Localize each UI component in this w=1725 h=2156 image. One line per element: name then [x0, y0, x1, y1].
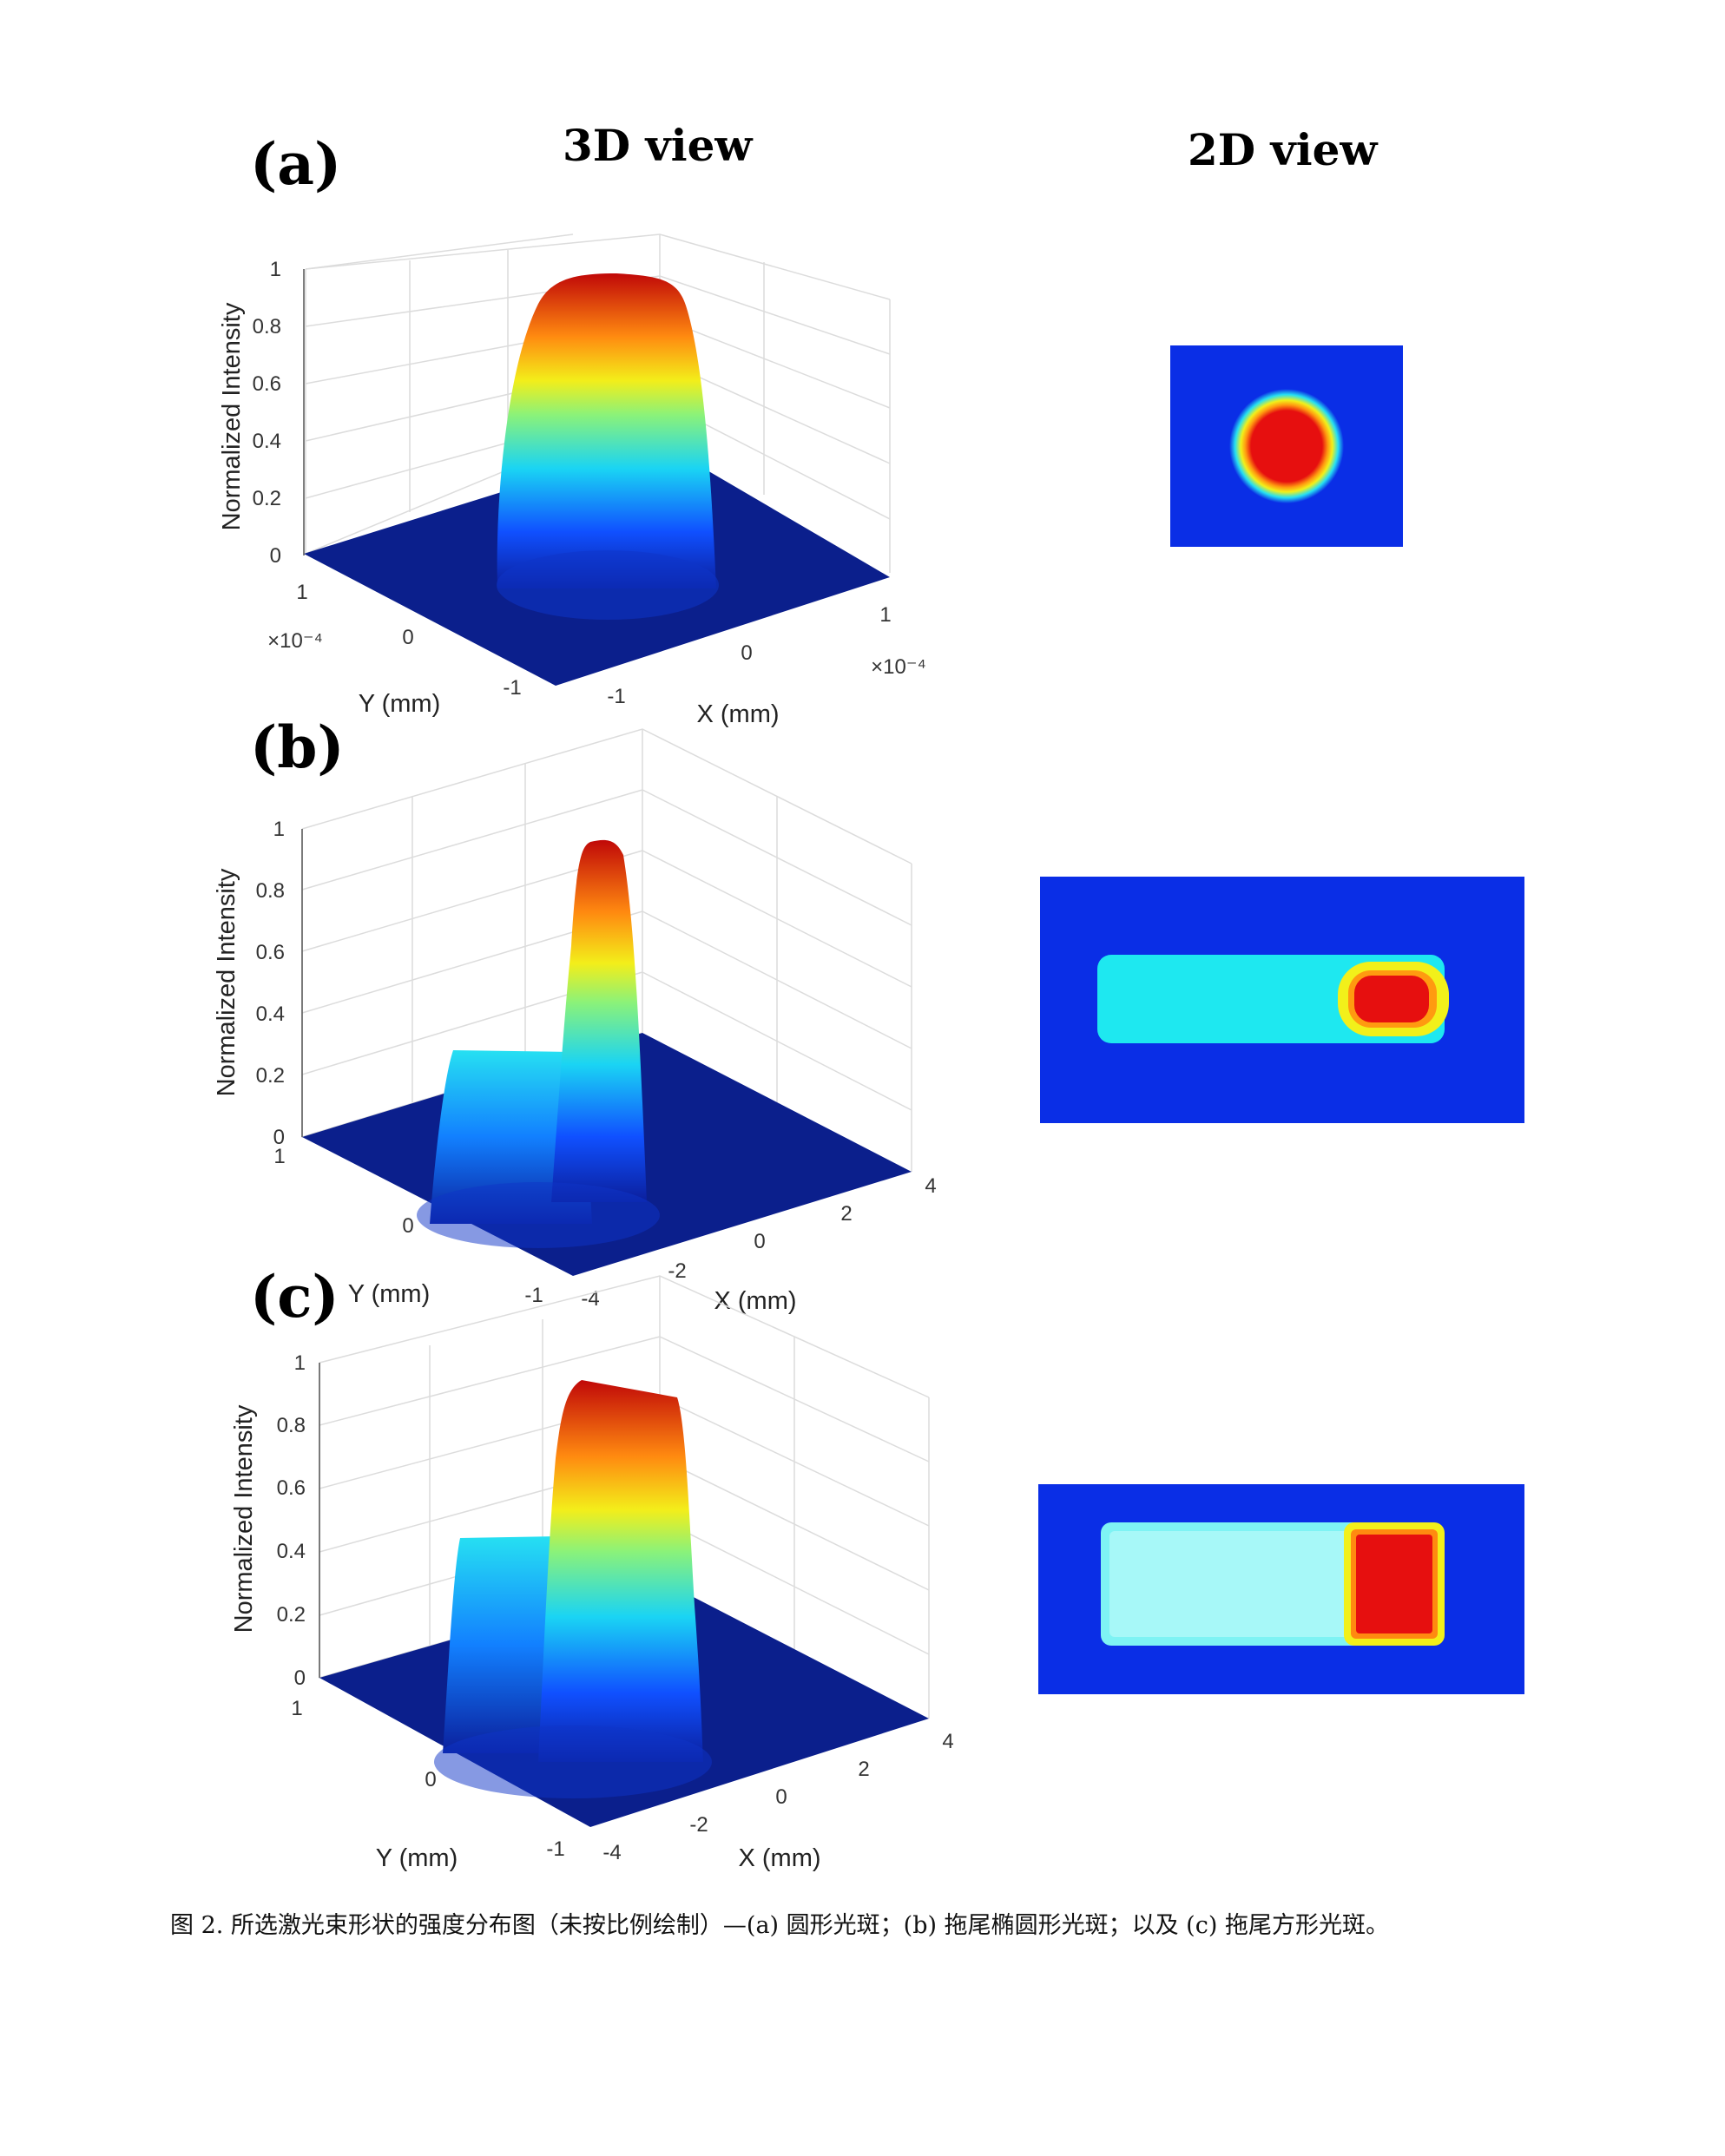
x-tick: 0: [741, 641, 752, 665]
x-tick: 0: [754, 1230, 765, 1253]
y-tick: 1: [273, 1145, 285, 1168]
z-tick: 0.4: [277, 1540, 306, 1563]
panel-label-c: (c): [250, 1263, 339, 1331]
y-exponent: ×10⁻⁴: [267, 629, 323, 653]
y-axis-label: Y (mm): [359, 690, 441, 718]
y-tick: 0: [402, 1214, 413, 1238]
x-tick: 2: [840, 1202, 852, 1226]
x-tick: -1: [607, 685, 625, 708]
z-tick: 0: [294, 1666, 306, 1690]
x-tick: 4: [925, 1174, 936, 1198]
beam-2d-view-a: [1170, 345, 1403, 547]
z-tick: 1: [270, 258, 281, 281]
z-axis-label: Normalized Intensity: [218, 302, 246, 530]
y-axis-label: Y (mm): [376, 1844, 458, 1872]
z-axis-a: 0 0.2 0.4 0.6 0.8 1 Normalized Intensity: [218, 258, 305, 568]
z-tick: 0.4: [256, 1002, 285, 1026]
y-tick: -1: [524, 1284, 543, 1307]
y-tick: 1: [296, 581, 307, 604]
z-tick: 0.4: [253, 430, 281, 453]
surface-plot-c: 0 0.2 0.4 0.6 0.8 1 Normalized Intensity…: [230, 1275, 954, 1872]
z-tick: 0: [273, 1126, 285, 1149]
z-tick: 1: [273, 818, 285, 841]
x-tick: -2: [689, 1813, 708, 1837]
z-tick: 0.8: [277, 1414, 306, 1437]
x-tick: 4: [942, 1730, 953, 1753]
z-axis-c: 0 0.2 0.4 0.6 0.8 1 Normalized Intensity: [230, 1351, 320, 1690]
y-tick: 0: [425, 1768, 436, 1791]
z-tick: 0: [270, 544, 281, 568]
surface-plot-b: 0 0.2 0.4 0.6 0.8 1 Normalized Intensity…: [213, 728, 937, 1315]
z-axis-b: 0 0.2 0.4 0.6 0.8 1 Normalized Intensity: [213, 818, 303, 1149]
y-axis-label: Y (mm): [348, 1280, 431, 1308]
z-tick: 0.2: [277, 1603, 306, 1627]
figure-caption: 图 2. 所选激光束形状的强度分布图（未按比例绘制）—(a) 圆形光斑；(b) …: [170, 1912, 1389, 1939]
y-tick: -1: [546, 1837, 564, 1861]
x-axis-c: -4 -2 0 2 4 X (mm): [602, 1730, 953, 1872]
z-tick: 0.6: [256, 941, 285, 964]
z-tick: 0.2: [256, 1064, 285, 1088]
surface-plot-a: 0 0.2 0.4 0.6 0.8 1 Normalized Intensity…: [218, 233, 926, 728]
x-axis-label: X (mm): [696, 700, 779, 728]
z-tick: 0.8: [253, 315, 281, 339]
y-tick: 1: [291, 1697, 302, 1720]
header-2d-view: 2D view: [1188, 124, 1378, 175]
y-axis-a: 1 0 -1 ×10⁻⁴ Y (mm): [267, 581, 522, 718]
z-tick: 0.2: [253, 487, 281, 510]
x-axis-label: X (mm): [738, 1844, 820, 1872]
panel-label-a: (a): [250, 130, 342, 198]
x-tick: 2: [858, 1758, 869, 1781]
panel-label-b: (b): [250, 713, 345, 781]
x-tick: 0: [775, 1785, 787, 1809]
x-tick: -4: [602, 1841, 621, 1864]
z-tick: 0.8: [256, 879, 285, 903]
beam-2d-view-b: [1040, 877, 1524, 1123]
y-axis-b: 1 0 -1 Y (mm): [273, 1145, 543, 1308]
z-tick: 0.6: [277, 1476, 306, 1500]
z-tick: 1: [294, 1351, 306, 1375]
y-tick: 0: [402, 626, 413, 649]
x-axis-label: X (mm): [714, 1287, 796, 1315]
x-axis-b: -4 -2 0 2 4 X (mm): [581, 1174, 936, 1315]
y-axis-c: 1 0 -1 Y (mm): [291, 1697, 564, 1872]
z-axis-label: Normalized Intensity: [230, 1404, 258, 1633]
z-tick: 0.6: [253, 372, 281, 396]
z-axis-label: Normalized Intensity: [213, 868, 240, 1096]
x-exponent: ×10⁻⁴: [871, 655, 926, 679]
x-tick: 1: [879, 603, 891, 627]
x-tick: -4: [581, 1287, 599, 1311]
beam-2d-view-c: [1038, 1484, 1524, 1694]
y-tick: -1: [503, 676, 521, 700]
x-axis-a: -1 0 1 ×10⁻⁴ X (mm): [607, 603, 926, 728]
header-3d-view: 3D view: [563, 120, 753, 171]
x-tick: -2: [668, 1259, 686, 1283]
